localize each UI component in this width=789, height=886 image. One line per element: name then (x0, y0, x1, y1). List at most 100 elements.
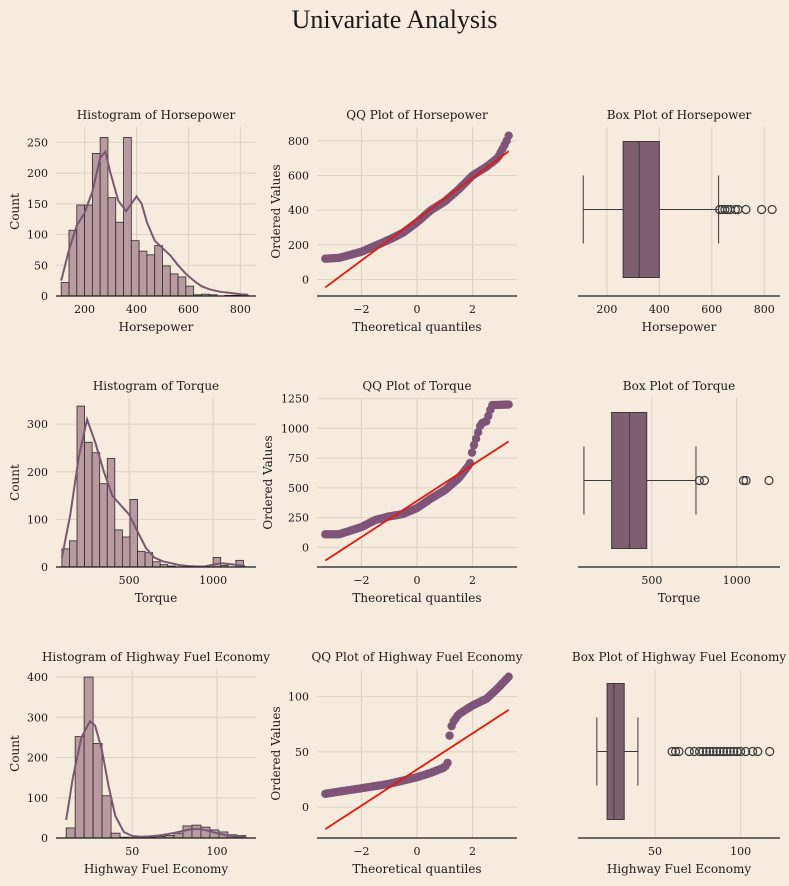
histogram-bar (106, 458, 116, 568)
y-tick-label: 300 (27, 418, 48, 431)
histogram-bar (65, 827, 76, 839)
x-tick-label: 50 (648, 845, 662, 858)
y-tick-label: 1250 (281, 393, 309, 406)
x-tick-label: 2 (469, 574, 476, 587)
y-tick-label: 800 (288, 135, 309, 148)
box-outlier (701, 746, 711, 757)
subplot-title: Histogram of Torque (93, 379, 219, 393)
subplot-9: 50 100 Box Plot of Highway Fuel Economy Hig… (572, 650, 786, 876)
x-tick-label: 0 (414, 574, 421, 587)
histogram-bar (99, 483, 108, 568)
box-outlier (764, 475, 774, 486)
histogram-bar (177, 276, 187, 297)
y-tick-label: 0 (302, 801, 309, 814)
histogram-bar (130, 240, 140, 297)
y-axis-label: Count (8, 193, 22, 230)
y-tick-label: 250 (27, 136, 48, 149)
box-outlier (699, 475, 710, 486)
histogram-bar (107, 197, 117, 297)
x-tick-label: 1000 (199, 574, 227, 587)
box-outlier (715, 746, 725, 757)
y-tick-label: 100 (27, 792, 48, 805)
qq-point (467, 448, 477, 457)
box-outlier (698, 746, 708, 757)
histogram-bar (212, 557, 222, 568)
subplot-title: Histogram of Highway Fuel Economy (42, 650, 270, 664)
x-tick-label: 100 (207, 845, 228, 858)
subplot-7: 50 100 0 100 200 300 400 Histogram of Highway F… (8, 650, 270, 876)
y-tick-label: 100 (27, 513, 48, 526)
y-axis-label: Ordered Values (261, 435, 275, 529)
y-axis-label: Ordered Values (269, 164, 283, 258)
qq-point (504, 400, 513, 409)
y-tick-label: 150 (27, 198, 48, 211)
y-tick-label: 200 (27, 752, 48, 765)
histogram-bar (146, 254, 156, 297)
box-outlier (712, 746, 722, 757)
histogram-bar (101, 795, 112, 839)
box-outlier (667, 746, 677, 757)
box-iqr (606, 683, 625, 820)
subplot-6: 500 1000 Box Plot of Torque Torque (578, 379, 780, 605)
figure-title: Univariate Analysis (291, 5, 498, 34)
y-tick-label: 0 (41, 561, 48, 574)
qq-point (473, 428, 483, 437)
box-outlier (741, 204, 751, 215)
box-outlier (705, 746, 715, 757)
y-axis-label: Count (8, 735, 22, 772)
box-outlier (730, 204, 741, 215)
x-tick-label: 400 (126, 303, 147, 316)
y-axis-label: Count (8, 464, 22, 501)
histogram-bar (84, 441, 93, 568)
histogram-bar (74, 736, 85, 839)
y-tick-label: 100 (27, 229, 48, 242)
box-outlier (729, 746, 739, 757)
x-axis-label: Torque (135, 591, 178, 605)
histogram-bar (114, 529, 123, 568)
x-tick-label: 800 (754, 303, 775, 316)
histogram-bar (123, 137, 132, 297)
box-outlier (718, 746, 729, 757)
box-outlier (694, 746, 705, 757)
histogram-bar (115, 221, 124, 297)
histogram-bar (154, 245, 163, 297)
x-tick-label: 200 (596, 303, 617, 316)
qq-reference-line (324, 440, 510, 562)
histogram-bar (191, 824, 202, 839)
subplot-2: −2 0 2 0 200 400 600 800 QQ Plot of Horsepower Th… (269, 108, 517, 334)
histogram-bar (162, 265, 171, 297)
subplot-title: Histogram of Horsepower (77, 108, 236, 122)
x-tick-label: −2 (353, 845, 369, 858)
subplot-title: QQ Plot of Highway Fuel Economy (311, 650, 522, 664)
box-outlier (767, 204, 777, 215)
histogram-bar (84, 204, 93, 297)
x-axis-label: Theoretical quantiles (352, 591, 481, 605)
kde-curve (60, 415, 246, 568)
subplot-title: QQ Plot of Torque (362, 379, 471, 393)
y-tick-label: 50 (295, 746, 309, 759)
histogram-bar (60, 282, 70, 297)
subplot-4: 500 1000 0 100 200 300 Histogram of Torque Torq… (8, 379, 256, 605)
qq-point (445, 731, 454, 740)
x-tick-label: 800 (230, 303, 251, 316)
subplot-1: 200 400 600 800 0 50 100 150 200 250 Histogram of … (8, 108, 256, 334)
y-tick-label: 100 (288, 691, 309, 704)
x-axis-label: Theoretical quantiles (352, 320, 481, 334)
x-axis-label: Horsepower (119, 320, 194, 334)
histogram-bar (92, 743, 103, 839)
x-tick-label: 200 (74, 303, 95, 316)
y-tick-label: 200 (27, 466, 48, 479)
qq-point (443, 758, 452, 768)
y-tick-label: 0 (302, 274, 309, 287)
subplot-title: Box Plot of Horsepower (607, 108, 752, 122)
qq-point (504, 131, 513, 140)
histogram-bar (76, 405, 85, 568)
y-axis-label: Ordered Values (269, 706, 283, 800)
qq-reference-line (324, 709, 510, 830)
x-tick-label: 1000 (723, 574, 751, 587)
box-outlier (722, 746, 732, 757)
y-tick-label: 400 (27, 671, 48, 684)
y-tick-label: 0 (302, 541, 309, 554)
qq-point (504, 672, 513, 681)
x-tick-label: 500 (641, 574, 662, 587)
